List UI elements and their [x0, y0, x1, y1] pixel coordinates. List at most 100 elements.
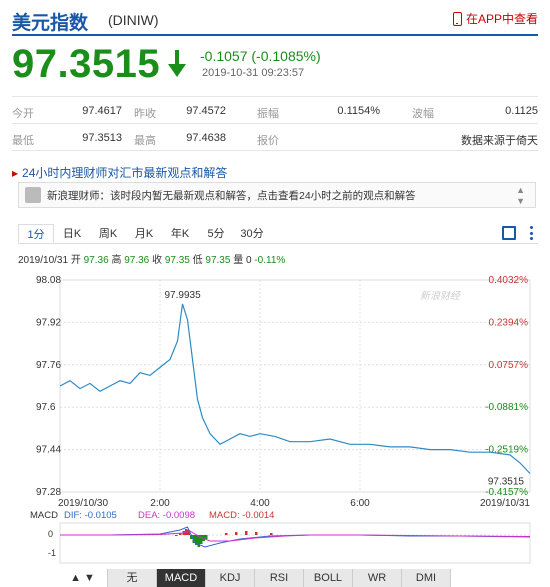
- open-in-app-link[interactable]: 在APP中查看: [452, 10, 538, 27]
- macd-dea-line: [60, 530, 531, 542]
- macd-zero-label: 0: [48, 529, 53, 539]
- tab-macd[interactable]: MACD: [157, 569, 206, 587]
- stat-label: 振幅: [257, 108, 279, 120]
- low-label: 低: [192, 255, 203, 266]
- macd-border: [59, 522, 531, 564]
- tab-boll[interactable]: BOLL: [304, 569, 353, 587]
- symbol-code: (DINIW): [108, 12, 159, 28]
- peak-label: 97.9935: [165, 290, 202, 301]
- data-source: 数据来源于倚天: [461, 135, 538, 147]
- stat-value: 97.3513: [82, 132, 122, 144]
- tab-dmi[interactable]: DMI: [402, 569, 451, 587]
- quote-time: 2019-10-31 09:23:57: [202, 67, 305, 79]
- y-tick-label: 97.6: [36, 402, 56, 413]
- more-options-icon[interactable]: [528, 226, 534, 240]
- macd-bar: [255, 532, 258, 535]
- last-price-label: 97.3515: [488, 476, 525, 487]
- indicator-tabs: ▲ ▼ 无 MACD KDJ RSI BOLL WR DMI: [58, 569, 451, 587]
- open-label: 开: [70, 255, 81, 266]
- stat-value: 0.1125: [505, 105, 538, 117]
- macd-bar: [197, 535, 200, 547]
- macd-bar: [179, 533, 182, 535]
- stat-label: 波幅: [412, 108, 434, 120]
- news-text: 新浪理财师：该时段内暂无最新观点和解答，点击查看24小时之前的观点和解答: [47, 189, 416, 202]
- macd-bar: [200, 535, 203, 544]
- chart-period-tabs: 1分 日K 周K 月K 年K 5分 30分: [18, 224, 538, 244]
- tab-kdj[interactable]: KDJ: [206, 569, 255, 587]
- x-axis-labels: 2019/10/30 2:00 4:00 6:00 2019/10/31: [58, 498, 530, 509]
- y-tick-label: 97.44: [36, 445, 61, 456]
- news-box[interactable]: 新浪理财师：该时段内暂无最新观点和解答，点击查看24小时之前的观点和解答 ▲ ▼: [18, 182, 536, 208]
- pct-tick-label: -0.2519%: [485, 445, 528, 456]
- price-change: -0.1057 (-0.1085%): [200, 48, 321, 64]
- x-tick-label: 2019/10/30: [58, 498, 108, 509]
- fullscreen-icon[interactable]: [502, 226, 516, 240]
- pct-tick-label: 0.4032%: [489, 275, 529, 286]
- phone-icon: [452, 11, 462, 26]
- y-axis-labels: 98.08 97.92 97.76 97.6 97.44 97.28: [36, 275, 61, 498]
- price-line: [59, 303, 531, 474]
- y-tick-label: 98.08: [36, 275, 61, 286]
- current-price: 97.3515: [12, 42, 161, 86]
- pct-tick-label: -0.4157%: [485, 487, 528, 498]
- tab-yearly[interactable]: 年K: [170, 228, 190, 240]
- tab-30min[interactable]: 30分: [240, 228, 264, 240]
- volume-value: 0: [246, 255, 252, 266]
- chart-date: 2019/10/31: [18, 255, 69, 266]
- pct-value: -0.11%: [254, 255, 286, 266]
- stats-row: 最低 97.3513 最高 97.4638 报价 数据来源于倚天: [12, 124, 538, 151]
- page-title: 美元指数: [12, 13, 89, 34]
- nav-arrows[interactable]: ▲ ▼: [58, 569, 108, 587]
- tab-rsi[interactable]: RSI: [255, 569, 304, 587]
- chart-tools: [502, 226, 534, 240]
- pct-axis-labels: 0.4032% 0.2394% 0.0757% -0.0881% -0.2519% -0.…: [485, 275, 528, 498]
- stats-table: 今开 97.4617 昨收 97.4572 振幅 0.1154% 波幅 0.11…: [12, 96, 538, 151]
- open-value: 97.36: [83, 255, 109, 266]
- macd-chart: [59, 522, 531, 564]
- high-label: 高: [111, 255, 122, 266]
- macd-dif-line: [60, 526, 531, 548]
- tab-5min[interactable]: 5分: [207, 228, 225, 240]
- pct-tick-label: 0.2394%: [489, 317, 529, 328]
- macd-bar: [270, 533, 273, 535]
- tab-1min[interactable]: 1分: [18, 224, 54, 243]
- y-tick-label: 97.28: [36, 487, 61, 498]
- avatar: [25, 187, 41, 203]
- stat-label: 昨收: [134, 108, 156, 120]
- tab-wr[interactable]: WR: [353, 569, 402, 587]
- pct-tick-label: 0.0757%: [489, 360, 529, 371]
- tab-daily[interactable]: 日K: [62, 228, 82, 240]
- close-label: 收: [152, 255, 163, 266]
- macd-bar: [195, 535, 198, 545]
- macd-label: MACD: [30, 510, 58, 521]
- plot-border: [59, 279, 531, 493]
- page-header: 美元指数 (DINIW) 在APP中查看: [0, 0, 550, 34]
- macd-dea: DEA: -0.0098: [138, 510, 195, 521]
- macd-bar: [205, 535, 208, 539]
- news-header-link[interactable]: 24小时内理财师对汇市最新观点和解答: [12, 164, 227, 181]
- open-in-app-label: 在APP中查看: [465, 12, 538, 26]
- stat-value: 0.1154%: [337, 105, 380, 117]
- stat-label: 今开: [12, 108, 34, 120]
- stat-label: 最高: [134, 135, 156, 147]
- high-value: 97.36: [124, 255, 150, 266]
- down-arrow-icon: [168, 50, 186, 77]
- news-scroll-arrows[interactable]: ▲ ▼: [516, 185, 525, 206]
- tab-monthly[interactable]: 月K: [134, 228, 154, 240]
- tab-none[interactable]: 无: [108, 569, 157, 587]
- stat-label: 最低: [12, 135, 34, 147]
- macd-bar: [245, 531, 248, 535]
- macd-bar: [225, 533, 228, 535]
- chart-grid: [59, 279, 531, 493]
- macd-bar: [235, 532, 238, 535]
- stat-value: 97.4638: [186, 132, 226, 144]
- x-tick-label: 2:00: [150, 498, 170, 509]
- y-tick-label: 97.92: [36, 317, 61, 328]
- tab-weekly[interactable]: 周K: [98, 228, 118, 240]
- macd-value: MACD: -0.0014: [209, 510, 274, 521]
- stat-label: 报价: [257, 135, 279, 147]
- price-chart[interactable]: 新浪财经 98.08 97.92 97.76 97.6 97.44 97.28 0.403…: [0, 265, 550, 565]
- header-divider: [12, 34, 538, 36]
- pct-tick-label: -0.0881%: [485, 402, 528, 413]
- stats-row: 今开 97.4617 昨收 97.4572 振幅 0.1154% 波幅 0.11…: [12, 97, 538, 124]
